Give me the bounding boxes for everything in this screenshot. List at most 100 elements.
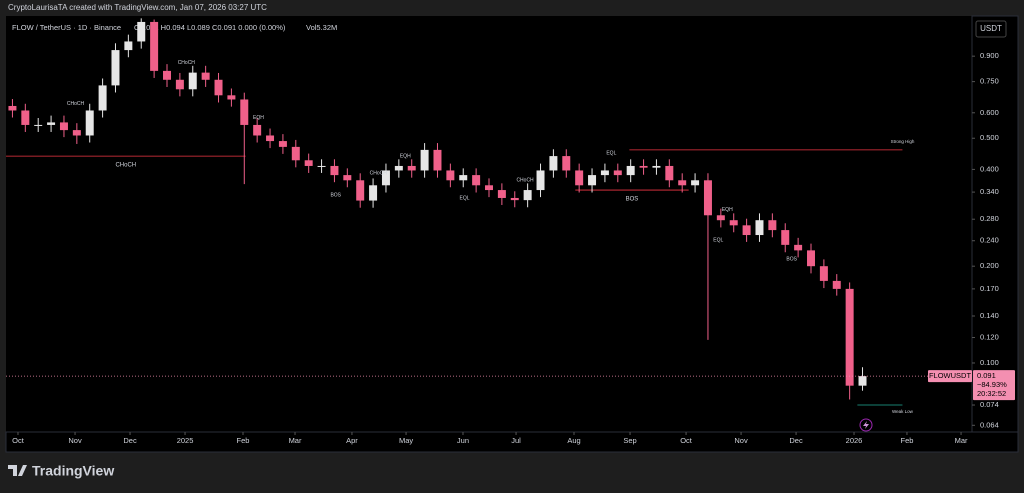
candle-body bbox=[124, 41, 133, 51]
x-tick-label: Sep bbox=[623, 436, 636, 445]
structure-annotation: CHoCH bbox=[516, 178, 534, 184]
alert-icon[interactable] bbox=[859, 418, 873, 432]
structure-annotation: CHoCH bbox=[178, 60, 196, 66]
structure-annotation: EQL bbox=[713, 237, 723, 243]
y-tick-label: 0.900 bbox=[980, 51, 999, 60]
candle-body bbox=[588, 175, 597, 186]
candle-body bbox=[407, 165, 416, 171]
candle-body bbox=[21, 110, 30, 125]
candle-body bbox=[356, 180, 365, 201]
unit-button[interactable] bbox=[975, 20, 1007, 38]
x-tick-label: Dec bbox=[789, 436, 803, 445]
y-tick-label: 0.064 bbox=[980, 420, 999, 429]
candle-body bbox=[485, 185, 493, 191]
candle-body bbox=[742, 225, 751, 236]
structure-annotation: BOS bbox=[330, 192, 341, 198]
candle-body bbox=[716, 215, 725, 221]
alert-icon-bolt bbox=[863, 421, 869, 429]
x-tick-label: Apr bbox=[346, 436, 358, 445]
candle-body bbox=[575, 170, 584, 186]
candle-body bbox=[304, 160, 313, 166]
price-tag-value: 0.091 bbox=[977, 371, 996, 380]
volume-readout: Vol5.32M bbox=[306, 23, 337, 32]
candle-body bbox=[497, 190, 506, 198]
candle-body bbox=[549, 156, 558, 171]
price-tag-countdown: 20:32:52 bbox=[977, 389, 1006, 398]
candle-body bbox=[807, 250, 815, 267]
x-tick-label: Nov bbox=[68, 436, 82, 445]
y-tick-label: 0.140 bbox=[980, 311, 999, 320]
structure-annotation: BOS bbox=[786, 257, 797, 263]
candle-body bbox=[8, 105, 17, 111]
candle-body bbox=[47, 122, 56, 125]
y-tick-label: 0.240 bbox=[980, 236, 999, 245]
y-tick-label: 0.280 bbox=[980, 214, 999, 223]
credit: CryptoLaurisaTA created with TradingView… bbox=[8, 3, 267, 12]
y-tick-label: 0.170 bbox=[980, 284, 999, 293]
candle-body bbox=[201, 72, 210, 80]
candle-body bbox=[691, 180, 700, 186]
candle-body bbox=[266, 135, 275, 142]
x-tick-label: Mar bbox=[955, 436, 968, 445]
candle-body bbox=[472, 175, 481, 186]
candle-body bbox=[343, 175, 352, 181]
candle-body bbox=[626, 165, 635, 176]
level-label: Weak Low bbox=[892, 409, 914, 414]
candle-body bbox=[665, 165, 674, 181]
candle-body bbox=[163, 70, 171, 80]
candle-body bbox=[188, 72, 197, 90]
candle-body bbox=[523, 190, 532, 201]
candle-body bbox=[652, 165, 661, 168]
candle-body bbox=[600, 170, 609, 176]
candle-body bbox=[768, 220, 777, 231]
candle-body bbox=[755, 220, 764, 236]
candle-body bbox=[240, 99, 249, 125]
candle-body bbox=[214, 79, 223, 96]
candle-body bbox=[832, 280, 841, 289]
structure-annotation: CHoCH bbox=[67, 101, 85, 107]
candle-body bbox=[150, 21, 159, 71]
candle-body bbox=[639, 165, 648, 168]
level-label: CHoCH bbox=[115, 163, 136, 169]
unit-label: USDT bbox=[980, 24, 1002, 33]
candle-body bbox=[278, 141, 287, 147]
candle-body bbox=[729, 220, 738, 226]
structure-annotation: EQH bbox=[400, 153, 411, 159]
candle-body bbox=[678, 180, 687, 186]
price-axis bbox=[971, 15, 1019, 433]
y-tick-label: 0.400 bbox=[980, 164, 999, 173]
candle-body bbox=[34, 124, 43, 126]
candle-body bbox=[613, 170, 622, 176]
candle-body bbox=[227, 95, 236, 100]
candle-body bbox=[369, 185, 378, 201]
x-tick-label: Jun bbox=[457, 436, 469, 445]
candle-body bbox=[562, 156, 571, 171]
candle-body bbox=[98, 85, 107, 111]
x-tick-label: Dec bbox=[123, 436, 137, 445]
time-axis bbox=[5, 431, 1019, 453]
x-tick-label: Oct bbox=[680, 436, 693, 445]
y-tick-label: 0.340 bbox=[980, 187, 999, 196]
y-tick-label: 0.500 bbox=[980, 133, 999, 142]
candle-body bbox=[420, 149, 429, 171]
candle-body bbox=[72, 130, 81, 136]
candle-body bbox=[291, 146, 300, 161]
x-tick-label: 2025 bbox=[177, 436, 194, 445]
candle-body bbox=[175, 79, 184, 90]
candle-body bbox=[781, 230, 790, 245]
brand-logo: TradingView bbox=[8, 463, 114, 479]
y-tick-label: 0.600 bbox=[980, 108, 999, 117]
candle-body bbox=[253, 124, 262, 136]
candle-body bbox=[381, 170, 390, 186]
candle-body bbox=[794, 244, 803, 251]
x-tick-label: Oct bbox=[12, 436, 25, 445]
candle-body bbox=[845, 288, 854, 386]
structure-annotation: EQL bbox=[460, 196, 470, 202]
ohlc-readout: O0.091 H0.094 L0.089 C0.091 0.000 (0.00%… bbox=[134, 23, 286, 32]
y-tick-label: 0.200 bbox=[980, 261, 999, 270]
candle-body bbox=[446, 170, 455, 181]
candle-body bbox=[819, 266, 828, 281]
brand-name: TradingView bbox=[32, 463, 114, 479]
x-tick-label: Jul bbox=[511, 436, 521, 445]
x-tick-label: Feb bbox=[237, 436, 250, 445]
